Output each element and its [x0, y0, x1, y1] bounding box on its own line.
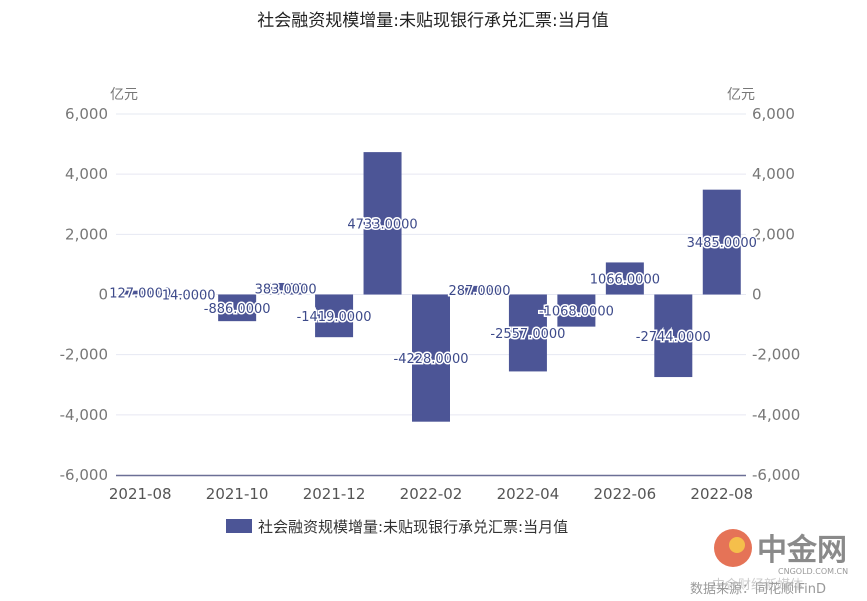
- data-label: 1066.0000: [590, 272, 660, 287]
- data-label: 3485.0000: [687, 236, 757, 251]
- right-tick-label: -2,000: [752, 346, 800, 364]
- data-label: 383.0000: [255, 283, 317, 298]
- data-label: -1419.0000: [297, 310, 372, 325]
- data-label: -2557.0000: [490, 327, 565, 342]
- left-tick-label: -4,000: [60, 406, 108, 424]
- x-tick-label: 2022-06: [594, 485, 657, 503]
- chart-title: 社会融资规模增量:未贴现银行承兑汇票:当月值: [257, 11, 608, 31]
- bar: [654, 294, 693, 378]
- bar: [460, 285, 499, 295]
- bar: [702, 189, 741, 295]
- left-axis-unit: 亿元: [110, 87, 138, 103]
- logo-text: 中金网: [757, 533, 847, 568]
- x-tick-label: 2021-10: [206, 485, 269, 503]
- bar: [412, 294, 450, 422]
- left-tick-label: 6,000: [65, 105, 108, 123]
- left-y-ticks: 6,000 4,000 2,000 0 -2,000 -4,000 -6,000: [60, 105, 108, 484]
- left-tick-label: 2,000: [65, 225, 108, 243]
- legend-swatch: [226, 519, 252, 533]
- left-tick-label: -2,000: [60, 346, 108, 364]
- data-label: 287.0000: [448, 284, 510, 299]
- x-tick-label: 2022-02: [400, 485, 463, 503]
- right-axis-unit: 亿元: [727, 87, 755, 103]
- right-tick-label: 0: [752, 286, 762, 304]
- watermark-logo: 中金网 CNGOLD.COM.CN 中金财经新媒体 数据来源：同花顺iFinD: [690, 529, 848, 597]
- bar: [266, 282, 305, 295]
- right-tick-label: -4,000: [752, 406, 800, 424]
- left-tick-label: 0: [98, 286, 108, 304]
- bar: [218, 294, 257, 322]
- bar: [557, 294, 596, 327]
- left-tick-label: 4,000: [65, 165, 108, 183]
- legend[interactable]: 社会融资规模增量:未贴现银行承兑汇票:当月值: [226, 518, 568, 536]
- bar: [605, 262, 644, 295]
- left-tick-label: -6,000: [60, 466, 108, 484]
- right-tick-label: 2,000: [752, 225, 795, 243]
- x-tick-label: 2021-08: [109, 485, 172, 503]
- x-axis-ticks: 2021-08 2021-10 2021-12 2022-02 2022-04 2022-…: [109, 485, 753, 503]
- bar: [121, 290, 160, 295]
- data-label: -4228.0000: [394, 352, 469, 367]
- legend-label: 社会融资规模增量:未贴现银行承兑汇票:当月值: [258, 518, 568, 536]
- right-tick-label: -6,000: [752, 466, 800, 484]
- x-tick-label: 2022-08: [690, 485, 753, 503]
- data-label: 4733.0000: [347, 217, 417, 232]
- data-label: 14.0000: [162, 288, 216, 303]
- right-tick-label: 4,000: [752, 165, 795, 183]
- bar: [508, 294, 547, 372]
- data-label: -1068.0000: [539, 305, 614, 320]
- x-tick-label: 2021-12: [303, 485, 366, 503]
- bar: [169, 294, 208, 296]
- logo-icon-inner: [729, 537, 745, 553]
- overlay-text: 中金财经新媒体: [712, 577, 803, 593]
- right-tick-label: 6,000: [752, 105, 795, 123]
- bar: [363, 152, 402, 295]
- data-source: 数据来源：同花顺iFinD: [690, 581, 826, 597]
- x-tick-label: 2022-04: [497, 485, 560, 503]
- data-label: 127.0000: [109, 287, 171, 302]
- right-y-ticks: 6,000 4,000 2,000 0 -2,000 -4,000 -6,000: [752, 105, 800, 484]
- data-label: -2744.0000: [636, 330, 711, 345]
- data-label: -886.0000: [204, 302, 271, 317]
- bar-series: [121, 152, 741, 422]
- bar: [315, 294, 354, 338]
- logo-subtext: CNGOLD.COM.CN: [778, 567, 848, 576]
